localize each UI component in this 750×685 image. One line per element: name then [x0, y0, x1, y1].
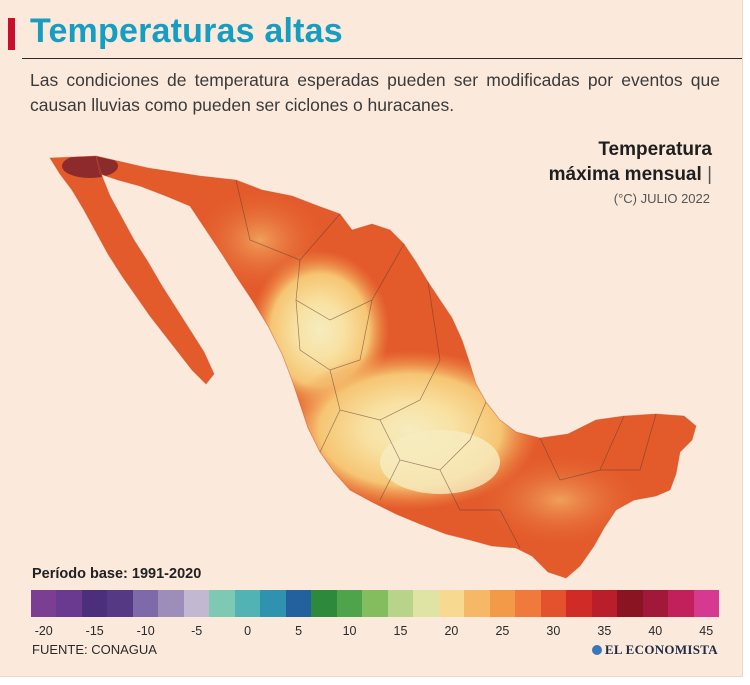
scale-cell — [617, 590, 643, 617]
scale-tick-label: 10 — [342, 624, 357, 638]
scale-cell — [693, 590, 720, 617]
scale-cell — [260, 590, 286, 617]
mexico-temperature-map — [49, 155, 697, 579]
color-scale-bar — [31, 590, 720, 617]
legend-title-separator: | — [707, 164, 712, 185]
scale-cell — [362, 590, 388, 617]
state-borders — [235, 179, 657, 549]
baja-outline — [49, 155, 215, 385]
page-subtitle: Las condiciones de temperatura esperadas… — [30, 70, 720, 115]
legend-title-line2: máxima mensual | — [549, 162, 712, 187]
scale-cell — [31, 590, 57, 617]
scale-cell — [642, 590, 669, 617]
scale-cell — [464, 590, 490, 617]
scale-tick-label: 5 — [295, 624, 303, 638]
scale-cell — [311, 590, 337, 617]
hottest-zone — [62, 156, 118, 178]
scale-tick-label: -10 — [136, 624, 155, 638]
scale-cell — [489, 590, 516, 617]
scale-cell — [285, 590, 312, 617]
coolest-zone — [380, 430, 500, 494]
temperature-fill — [50, 156, 696, 578]
scale-cell — [56, 590, 82, 617]
scale-cell — [234, 590, 261, 617]
scale-tick-label: 0 — [244, 624, 252, 638]
scale-cell — [81, 590, 108, 617]
scale-cell — [132, 590, 159, 617]
scale-tick-label: 40 — [648, 624, 663, 638]
scale-cell — [515, 590, 541, 617]
scale-tick-label: -5 — [191, 624, 203, 638]
scale-cell — [183, 590, 210, 617]
brand-name: EL ECONOMISTA — [604, 642, 718, 657]
scale-cell — [387, 590, 414, 617]
scale-cell — [668, 590, 694, 617]
scale-tick-label: 15 — [393, 624, 408, 638]
scale-cell — [209, 590, 235, 617]
legend-title: Temperatura máxima mensual | — [549, 137, 712, 187]
brand-mark-icon — [591, 645, 602, 655]
base-period-label: Período base: 1991-2020 — [32, 566, 202, 582]
scale-cell — [413, 590, 439, 617]
title-divider — [22, 58, 742, 59]
scale-cell — [540, 590, 567, 617]
scale-tick-label: 25 — [495, 624, 510, 638]
color-scale-ticks: -20 -15 -10 -5 0 5 10 15 20 25 30 35 40 45 — [31, 624, 719, 640]
scale-cell — [158, 590, 184, 617]
scale-tick-label: 35 — [597, 624, 612, 638]
page-title: Temperaturas altas — [30, 12, 343, 50]
temperature-map — [49, 155, 697, 579]
scale-cell — [107, 590, 133, 617]
scale-cell — [336, 590, 363, 617]
title-accent-bar — [8, 18, 15, 50]
scale-tick-label: 30 — [546, 624, 561, 638]
scale-tick-label: -15 — [85, 624, 104, 638]
scale-cell — [566, 590, 592, 617]
scale-cell — [438, 590, 465, 617]
scale-tick-label: -20 — [34, 624, 53, 638]
scale-cell — [591, 590, 618, 617]
scale-tick-label: 20 — [444, 624, 459, 638]
mainland-outline — [95, 155, 697, 579]
scale-tick-label: 45 — [699, 624, 714, 638]
legend-title-main: máxima mensual — [548, 164, 702, 185]
legend-unit-period: (°C) JULIO 2022 — [613, 191, 710, 206]
legend-title-line1: Temperatura — [598, 139, 712, 160]
brand-logo: EL ECONOMISTA — [591, 642, 718, 658]
source-label: FUENTE: CONAGUA — [32, 642, 157, 657]
infographic-panel: Temperaturas altas Las condiciones de te… — [0, 0, 743, 677]
